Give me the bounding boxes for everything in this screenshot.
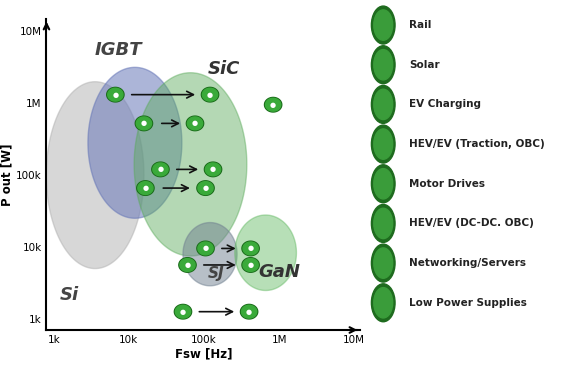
Circle shape [374,208,393,238]
Circle shape [371,86,395,123]
Polygon shape [188,117,203,130]
Polygon shape [107,87,124,102]
Circle shape [374,288,393,318]
Text: EV Charging: EV Charging [409,99,481,109]
Text: ●: ● [270,102,276,108]
Polygon shape [174,304,192,319]
Polygon shape [243,259,258,272]
Text: ●: ● [210,166,216,172]
Text: Networking/Servers: Networking/Servers [409,258,526,268]
Text: ●: ● [248,262,254,268]
Polygon shape [153,163,168,176]
Polygon shape [183,223,237,286]
Text: HEV/EV (DC-DC. OBC): HEV/EV (DC-DC. OBC) [409,218,534,228]
Polygon shape [266,98,281,111]
Text: IGBT: IGBT [95,41,142,59]
Polygon shape [187,116,203,130]
Polygon shape [202,88,218,101]
Polygon shape [241,304,258,319]
Polygon shape [242,305,257,318]
Text: SJ: SJ [208,267,224,282]
Circle shape [374,89,393,120]
Polygon shape [134,73,247,256]
Text: HEV/EV (Traction, OBC): HEV/EV (Traction, OBC) [409,139,545,149]
Text: ●: ● [112,92,119,98]
Polygon shape [138,182,153,195]
Text: ●: ● [202,185,209,191]
Text: SiC: SiC [208,60,240,78]
Y-axis label: P out [W]: P out [W] [0,143,13,206]
Circle shape [374,129,393,159]
Polygon shape [206,163,221,176]
Polygon shape [242,241,259,256]
Text: ●: ● [192,120,198,126]
Circle shape [371,46,395,84]
Polygon shape [235,215,296,291]
Polygon shape [175,305,191,318]
Polygon shape [107,88,123,101]
Text: ●: ● [180,309,186,315]
Polygon shape [46,82,144,268]
Text: Low Power Supplies: Low Power Supplies [409,298,527,308]
Polygon shape [198,182,213,195]
Text: ●: ● [246,309,252,315]
Circle shape [374,50,393,80]
Polygon shape [264,98,282,112]
Polygon shape [137,117,152,130]
Polygon shape [198,242,213,255]
Polygon shape [205,162,222,177]
Text: Motor Drives: Motor Drives [409,179,485,189]
Polygon shape [197,181,214,195]
Text: ●: ● [184,262,191,268]
Text: ●: ● [157,166,163,172]
Text: ●: ● [141,120,147,126]
Polygon shape [88,68,182,218]
Circle shape [374,248,393,278]
Polygon shape [135,116,153,130]
Polygon shape [137,181,154,195]
Polygon shape [152,162,169,177]
Polygon shape [197,241,214,256]
Circle shape [374,10,393,40]
Circle shape [371,6,395,44]
Text: Solar: Solar [409,60,440,70]
X-axis label: Fsw [Hz]: Fsw [Hz] [175,348,232,361]
Polygon shape [202,87,218,102]
Circle shape [374,169,393,199]
Circle shape [371,165,395,203]
Polygon shape [179,258,196,272]
Polygon shape [242,258,259,272]
Text: GaN: GaN [258,264,300,282]
Polygon shape [243,242,258,255]
Circle shape [371,125,395,163]
Circle shape [371,204,395,242]
Circle shape [371,284,395,322]
Text: ●: ● [207,92,213,98]
Text: Rail: Rail [409,20,432,30]
Text: ●: ● [142,185,149,191]
Text: ●: ● [248,246,254,252]
Text: ●: ● [202,246,209,252]
Polygon shape [180,259,195,272]
Text: Si: Si [60,286,79,304]
Circle shape [371,244,395,282]
